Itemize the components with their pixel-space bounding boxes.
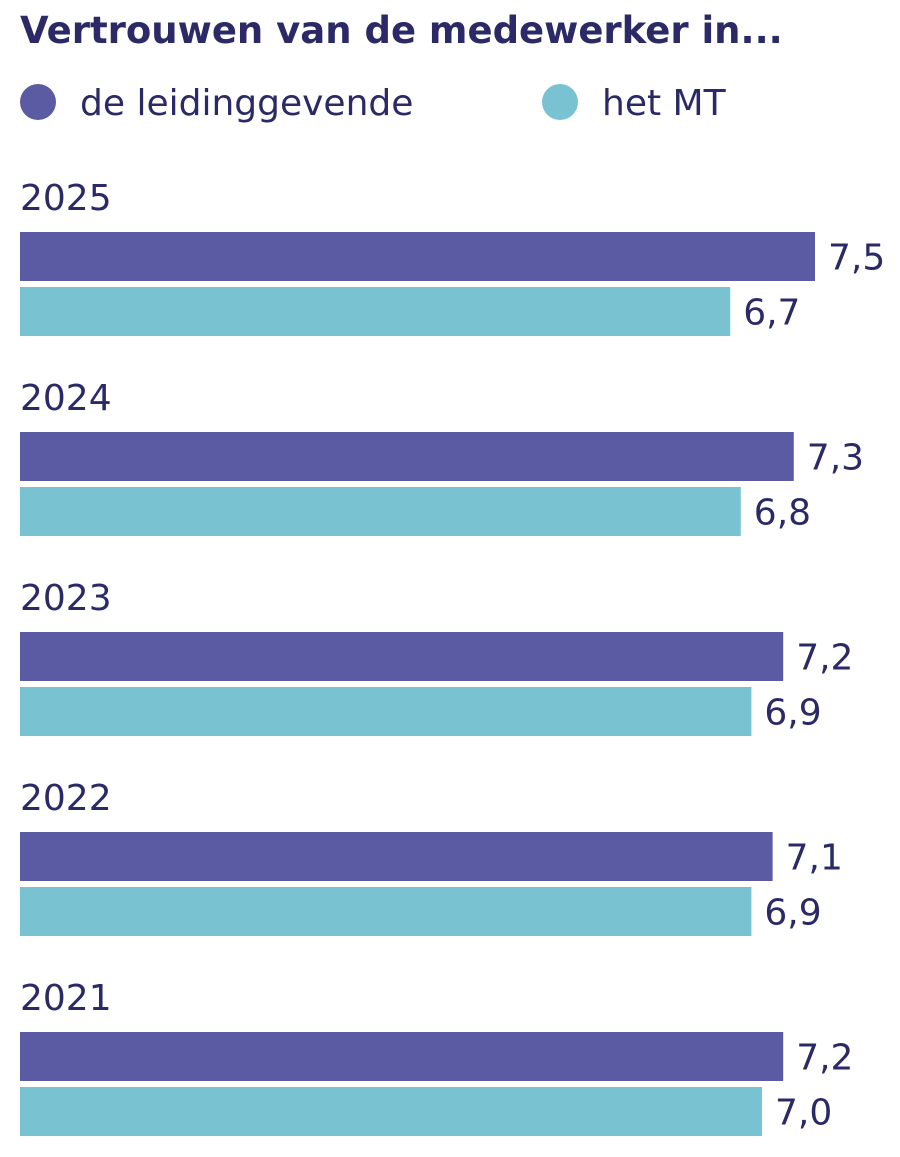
value-label-leidinggevende: 7,2: [796, 1038, 853, 1079]
year-label: 2024: [20, 378, 112, 419]
legend: de leidinggevende het MT: [20, 83, 727, 124]
year-label: 2025: [20, 178, 112, 219]
bar-mt: [20, 1087, 762, 1136]
legend-item-2: het MT: [542, 83, 727, 124]
legend-swatch-1: [20, 84, 56, 120]
bar-mt: [20, 287, 731, 336]
bar-groups: 2025 7,5 6,7 2024 7,3 6,8 2023 7,2 6,9 2022 7,1 6,9…: [20, 178, 885, 1136]
legend-swatch-2: [542, 84, 578, 120]
bar-mt: [20, 687, 752, 736]
bar-leidinggevende: [20, 632, 784, 681]
value-label-leidinggevende: 7,3: [807, 438, 864, 479]
year-label: 2023: [20, 578, 112, 619]
bar-group-2023: 2023 7,2 6,9: [20, 578, 853, 736]
year-label: 2022: [20, 778, 112, 819]
bar-mt: [20, 887, 752, 936]
value-label-leidinggevende: 7,1: [786, 838, 843, 879]
bar-group-2025: 2025 7,5 6,7: [20, 178, 885, 336]
legend-label-1: de leidinggevende: [80, 83, 413, 124]
value-label-mt: 6,9: [764, 893, 821, 934]
bar-group-2022: 2022 7,1 6,9: [20, 778, 843, 936]
value-label-mt: 6,7: [743, 293, 800, 334]
bar-leidinggevende: [20, 232, 815, 281]
bar-leidinggevende: [20, 1032, 784, 1081]
year-label: 2021: [20, 978, 112, 1019]
bar-leidinggevende: [20, 832, 773, 881]
bar-leidinggevende: [20, 432, 794, 481]
legend-label-2: het MT: [602, 83, 727, 124]
value-label-leidinggevende: 7,5: [828, 238, 885, 279]
bar-mt: [20, 487, 741, 536]
legend-item-1: de leidinggevende: [20, 83, 413, 124]
bar-group-2024: 2024 7,3 6,8: [20, 378, 864, 536]
bar-group-2021: 2021 7,2 7,0: [20, 978, 853, 1136]
value-label-leidinggevende: 7,2: [796, 638, 853, 679]
value-label-mt: 6,9: [764, 693, 821, 734]
value-label-mt: 7,0: [775, 1093, 832, 1134]
chart-title: Vertrouwen van de medewerker in...: [20, 9, 783, 52]
value-label-mt: 6,8: [754, 493, 811, 534]
